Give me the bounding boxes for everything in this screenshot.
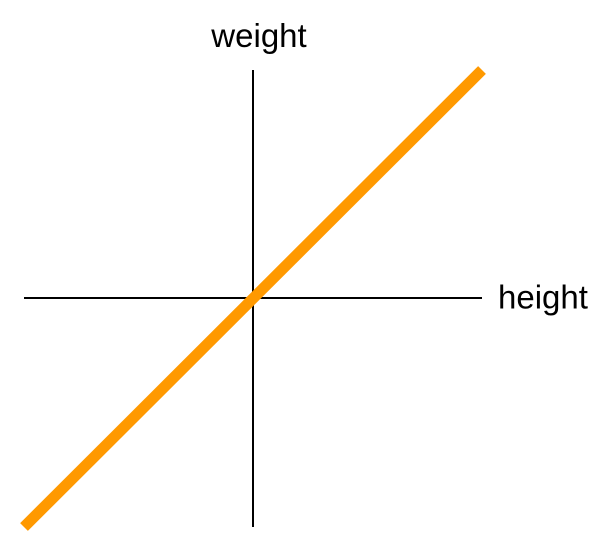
series-line-0 <box>20 66 486 531</box>
x-axis-label: height <box>498 279 588 316</box>
series-layer <box>20 66 486 531</box>
y-axis-label: weight <box>210 17 306 54</box>
